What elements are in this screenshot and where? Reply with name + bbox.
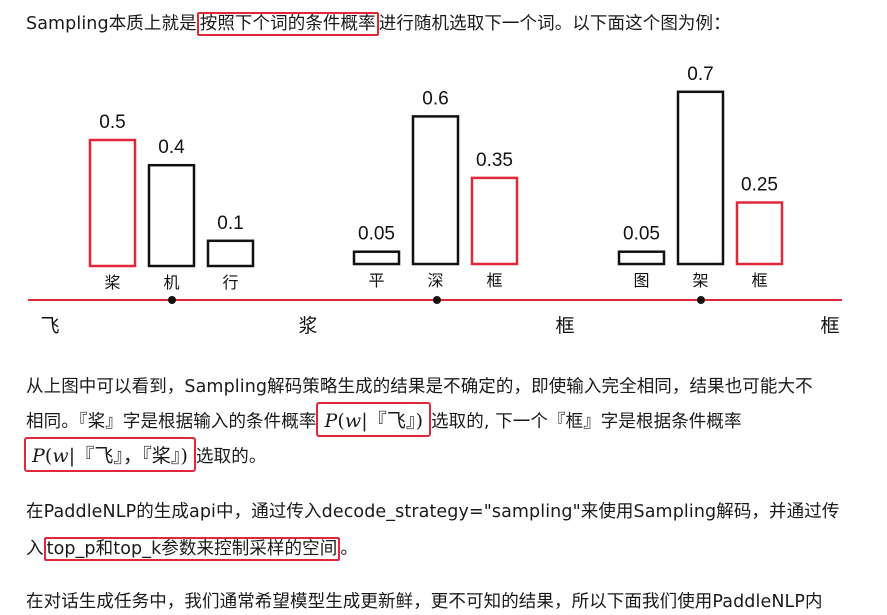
- bar-word-label: 平: [368, 271, 384, 290]
- bar-3-1: [617, 250, 666, 266]
- bar-value-label: 0.35: [476, 150, 513, 171]
- bar-word-label: 行: [222, 273, 238, 292]
- bar-value-label: 0.4: [158, 137, 185, 158]
- intro-pre: Sampling本质上就是: [26, 14, 197, 34]
- intro-post: 进行随机选取下一个词。以下面这个图为例：: [378, 14, 731, 34]
- sequence-token: 框: [820, 315, 839, 337]
- para3-highlight: top_p和top_k参数来控制采样的空间: [43, 537, 341, 561]
- intro-highlight: 按照下个词的条件概率: [196, 12, 379, 36]
- bar-word-label: 框: [486, 271, 502, 290]
- bar-word-label: 架: [692, 271, 708, 290]
- bar-1-1: [88, 138, 137, 268]
- bar-value-label: 0.6: [422, 88, 448, 109]
- sequence-token: 框: [555, 315, 574, 337]
- para2-line2-post: 选取的, 下一个『框』字是根据条件概率: [431, 412, 742, 432]
- step-dot: [433, 296, 441, 304]
- para3-line1: 在PaddleNLP的生成api中，通过传入decode_strategy="s…: [26, 502, 840, 522]
- bar-value-label: 0.25: [741, 175, 778, 196]
- para2-line3-post: 选取的。: [196, 447, 267, 467]
- bar-word-label: 框: [751, 271, 767, 290]
- bar-word-label: 桨: [104, 273, 120, 292]
- bar-3-2: [676, 90, 725, 266]
- para2-line1: 从上图中可以看到，Sampling解码策略生成的结果是不确定的，即使输入完全相同…: [26, 377, 813, 397]
- prob-formula-1: P(w|『飞』): [316, 402, 432, 437]
- bar-word-label: 图: [633, 271, 649, 290]
- bar-1-2: [147, 163, 196, 268]
- sequence-token: 飞: [40, 315, 59, 337]
- bar-2-1: [352, 250, 401, 266]
- bar-1-3: [206, 239, 255, 268]
- bar-3-3: [735, 201, 784, 266]
- para2-line2: 相同。『桨』字是根据输入的条件概率 P(w|『飞』) 选取的, 下一个『框』字是根据…: [26, 402, 742, 437]
- tokens-layer: 飞浆框框: [40, 296, 840, 337]
- para3-line2: 入 top_p和top_k参数来控制采样的空间。: [26, 535, 358, 561]
- bar-word-label: 机: [163, 273, 179, 292]
- step-dot: [697, 296, 705, 304]
- para3-line2-post: 。: [340, 539, 358, 559]
- para2-line3: P(w|『飞』，『桨』) 选取的。: [24, 437, 266, 472]
- para2-line2-pre: 相同。『桨』字是根据输入的条件概率: [26, 412, 317, 432]
- para3-line2-pre: 入: [26, 539, 44, 559]
- bar-value-label: 0.05: [358, 224, 395, 245]
- bar-2-3: [470, 176, 519, 266]
- bar-value-label: 0.5: [99, 112, 125, 133]
- bar-word-label: 深: [427, 271, 443, 290]
- intro-line: Sampling本质上就是 按照下个词的条件概率 进行随机选取下一个词。以下面这个图…: [26, 10, 731, 36]
- bar-2-2: [411, 115, 460, 266]
- bar-value-label: 0.05: [623, 224, 660, 245]
- bars-layer: 0.5 桨 0.4 机 0.1 行 0.05 平 0.6 深 0.35 框 0.05 图 0.7 架 0.25 框: [88, 64, 784, 292]
- step-dot: [168, 296, 176, 304]
- bar-value-label: 0.1: [217, 213, 243, 234]
- prob-formula-2: P(w|『飞』，『桨』): [24, 437, 197, 472]
- sampling-figure: 0.5 桨 0.4 机 0.1 行 0.05 平 0.6 深 0.35 框 0.05 图 0.7 架 0.25 框…: [28, 64, 842, 337]
- bar-value-label: 0.7: [687, 64, 713, 85]
- para4-line1: 在对话生成任务中，我们通常希望模型生成更新鲜，更不可知的结果，所以下面我们使用P…: [26, 592, 823, 612]
- sequence-token: 浆: [298, 315, 317, 337]
